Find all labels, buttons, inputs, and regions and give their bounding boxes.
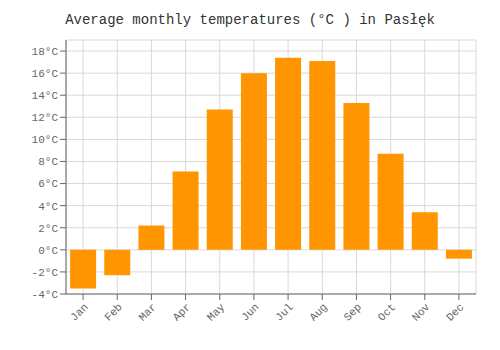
svg-text:Jun: Jun (239, 301, 261, 323)
svg-text:Oct: Oct (376, 301, 398, 323)
svg-text:Jan: Jan (68, 301, 90, 323)
svg-text:Dec: Dec (444, 301, 466, 323)
svg-text:0°C: 0°C (38, 245, 58, 257)
svg-text:10°C: 10°C (32, 134, 59, 146)
svg-text:Aug: Aug (307, 301, 329, 323)
svg-text:18°C: 18°C (32, 46, 59, 58)
svg-text:8°C: 8°C (38, 156, 58, 168)
svg-text:Feb: Feb (102, 301, 124, 323)
svg-text:16°C: 16°C (32, 68, 59, 80)
svg-text:2°C: 2°C (38, 223, 58, 235)
html-text:Average monthly temperatures (: Average monthly temperatures (°C ) in Pa… (65, 12, 435, 28)
svg-text:Jul: Jul (273, 301, 295, 323)
svg-text:Nov: Nov (410, 301, 433, 324)
svg-text:Mar: Mar (137, 301, 159, 323)
svg-text:May: May (205, 301, 228, 324)
svg-text:-4°C: -4°C (32, 289, 59, 301)
svg-text:Sep: Sep (342, 301, 364, 323)
svg-text:Apr: Apr (171, 301, 193, 323)
svg-text:4°C: 4°C (38, 201, 58, 213)
svg-text:14°C: 14°C (32, 90, 59, 102)
svg-text:-2°C: -2°C (32, 267, 59, 279)
svg-text:6°C: 6°C (38, 178, 58, 190)
svg-text:12°C: 12°C (32, 112, 59, 124)
